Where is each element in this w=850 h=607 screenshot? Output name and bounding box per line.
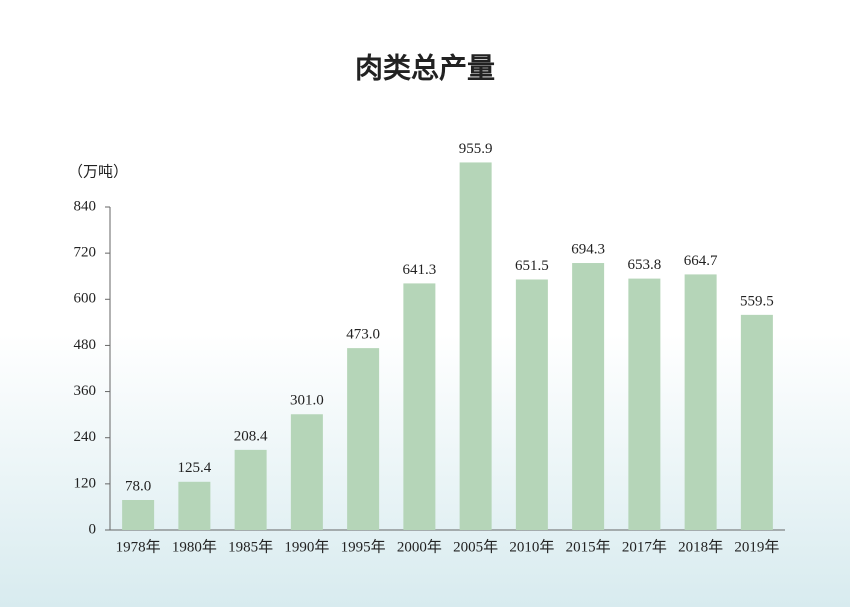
- value-label: 559.5: [740, 293, 774, 309]
- y-unit: （万吨）: [68, 163, 128, 180]
- y-tick-label: 120: [74, 475, 97, 491]
- value-label: 208.4: [234, 428, 268, 444]
- x-tick-label: 1995年: [341, 538, 386, 555]
- x-tick-label: 2015年: [566, 538, 611, 555]
- x-tick-label: 2017年: [622, 538, 667, 555]
- value-label: 694.3: [571, 241, 605, 257]
- x-tick-label: 1978年: [116, 538, 161, 555]
- x-tick-label: 1990年: [284, 538, 329, 555]
- bar: [122, 500, 155, 530]
- x-tick-label: 2000年: [397, 538, 442, 555]
- value-label: 125.4: [178, 460, 212, 476]
- bar: [684, 274, 717, 530]
- x-tick-label: 1985年: [228, 538, 273, 555]
- x-tick-label: 2019年: [734, 538, 779, 555]
- bar: [178, 481, 211, 530]
- bar: [234, 449, 267, 530]
- value-label: 955.9: [459, 141, 493, 157]
- bar: [459, 162, 492, 530]
- y-tick-label: 0: [89, 521, 97, 537]
- value-label: 473.0: [346, 327, 380, 343]
- value-label: 664.7: [684, 253, 718, 269]
- bar: [628, 278, 661, 530]
- value-label: 651.5: [515, 258, 549, 274]
- y-tick-label: 840: [74, 198, 97, 214]
- x-tick-label: 2005年: [453, 538, 498, 555]
- chart-title: 肉类总产量: [355, 52, 495, 85]
- x-tick-label: 1980年: [172, 538, 217, 555]
- bar: [572, 263, 605, 530]
- y-tick-label: 600: [74, 291, 97, 307]
- bar: [347, 348, 380, 530]
- x-tick-label: 2018年: [678, 538, 723, 555]
- y-tick-label: 240: [74, 429, 97, 445]
- value-label: 301.0: [290, 393, 324, 409]
- bar: [403, 283, 436, 530]
- value-label: 78.0: [125, 478, 151, 494]
- y-tick-label: 360: [74, 383, 97, 399]
- bar: [515, 279, 548, 530]
- bar: [290, 414, 323, 530]
- bar: [740, 314, 773, 530]
- x-tick-label: 2010年: [509, 538, 554, 555]
- y-tick-label: 720: [74, 245, 97, 261]
- value-label: 641.3: [403, 262, 437, 278]
- y-tick-label: 480: [74, 337, 97, 353]
- value-label: 653.8: [628, 257, 662, 273]
